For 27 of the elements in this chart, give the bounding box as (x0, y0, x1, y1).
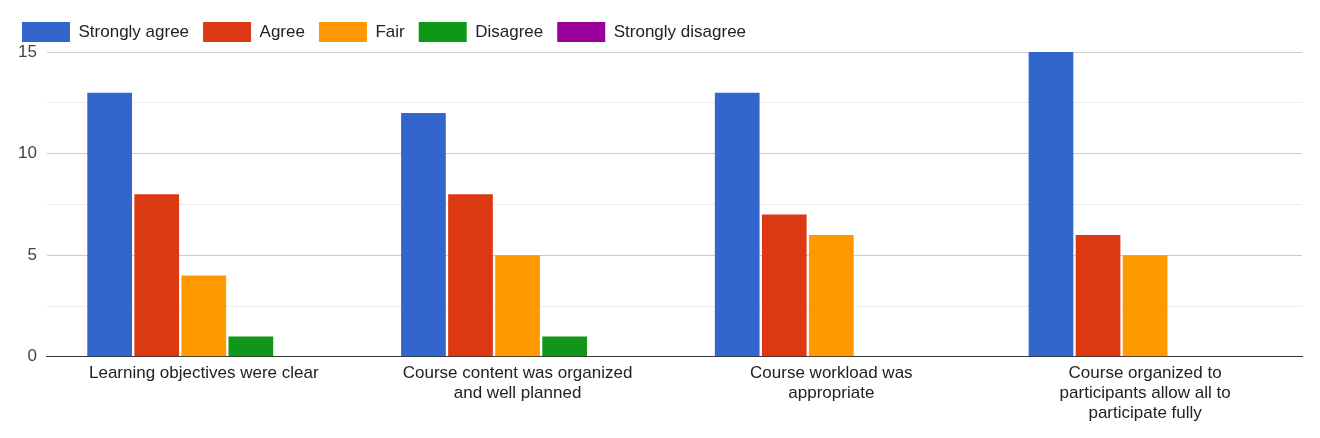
y-tick-label: 5 (27, 244, 37, 264)
bar (1075, 234, 1121, 357)
bar (448, 194, 493, 357)
legend-label: Strongly agree (78, 21, 190, 41)
x-tick-label: Course workload was appropriate (750, 362, 913, 403)
bar (542, 336, 587, 357)
bar (87, 92, 133, 357)
x-tick-label: Course organized to participants allow all to participate fully (1059, 362, 1231, 423)
x-tick-label: Learning objectives were clear (88, 362, 319, 382)
bar (228, 336, 274, 357)
y-tick-label: 0 (27, 346, 37, 366)
y-tick-label: 10 (17, 143, 37, 163)
bar (808, 234, 854, 357)
bar (1122, 255, 1168, 357)
bar (714, 92, 760, 357)
y-tick-label: 15 (17, 41, 37, 61)
legend-label: Agree (259, 21, 305, 41)
bar (181, 275, 227, 357)
bar (401, 112, 446, 357)
bar (1028, 52, 1074, 357)
x-tick-label: Course content was organized and well planned (402, 362, 633, 403)
legend-label: Strongly disagree (613, 21, 747, 41)
legend-label: Fair (375, 21, 406, 41)
bar (134, 194, 180, 357)
legend-label: Disagree (475, 21, 544, 41)
bar (761, 214, 807, 357)
bar (495, 255, 540, 357)
